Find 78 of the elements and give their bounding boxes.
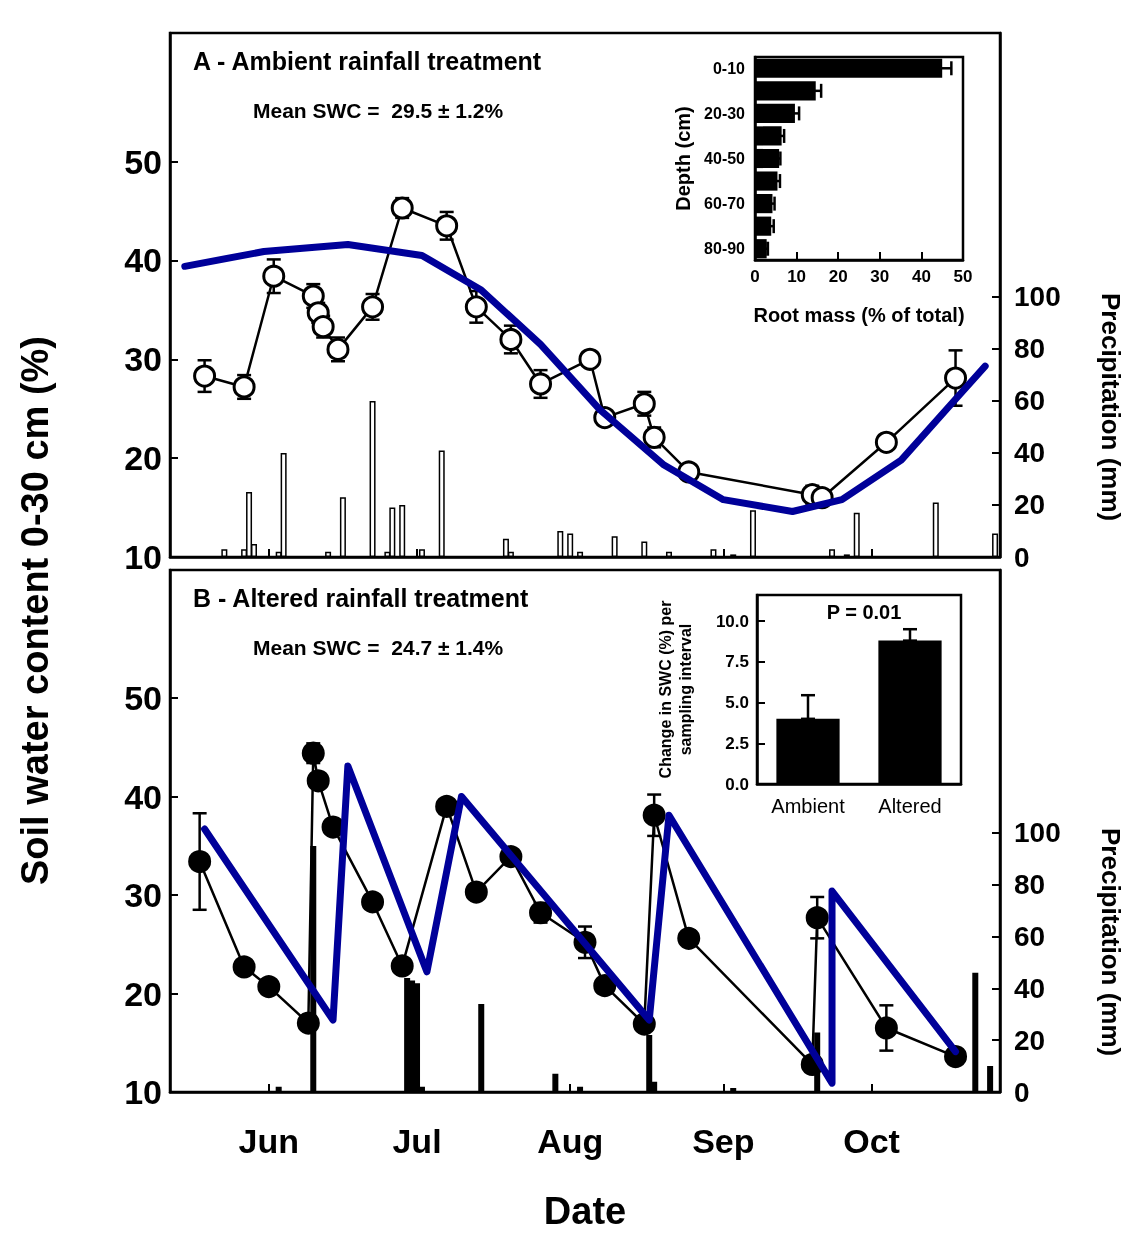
point bbox=[435, 214, 459, 238]
text: Mean SWC = 29.5 ± 1.2% bbox=[253, 99, 504, 122]
y-tick-label: 10 bbox=[124, 1073, 162, 1111]
y2-tick-label: 40 bbox=[1014, 972, 1046, 1004]
y-tick-label: 0.0 bbox=[725, 774, 749, 794]
x-tick-label: 20 bbox=[828, 267, 848, 286]
y-axis-title: Change in SWC (%) per sampling interval bbox=[656, 600, 694, 779]
y2-tick-label: 40 bbox=[1014, 437, 1046, 469]
y-tick-label: 20-30 bbox=[704, 104, 746, 122]
point bbox=[874, 430, 898, 454]
text: Mean SWC = 24.7 ± 1.4% bbox=[253, 636, 504, 659]
y2-axis-title: Precipitation (mm) bbox=[1095, 291, 1126, 524]
point bbox=[193, 364, 217, 388]
x-tick-label: 0 bbox=[750, 267, 760, 286]
point bbox=[232, 955, 256, 979]
y2-tick-label: 80 bbox=[1014, 869, 1046, 901]
y-tick-label: 50 bbox=[124, 679, 162, 718]
x-tick-label: Altered bbox=[878, 795, 942, 817]
x-tick-label: 40 bbox=[911, 267, 931, 286]
x-tick-label: Jul bbox=[392, 1122, 442, 1160]
y-tick-label: 20 bbox=[124, 974, 162, 1013]
x-axis-title: Root mass (% of total) bbox=[753, 304, 965, 326]
point bbox=[874, 1016, 898, 1040]
y-tick-label: 2.5 bbox=[725, 733, 749, 753]
x-tick-label: 10 bbox=[787, 267, 807, 286]
x-tick-label: 30 bbox=[870, 267, 890, 286]
point bbox=[944, 366, 968, 390]
x-tick-label: Sep bbox=[692, 1122, 755, 1160]
text: B - Altered rainfall treatment bbox=[193, 583, 529, 612]
point bbox=[464, 880, 488, 904]
y-tick-label: 0-10 bbox=[712, 59, 746, 77]
point bbox=[361, 890, 385, 914]
point bbox=[578, 347, 602, 371]
y2-tick-label: 100 bbox=[1014, 817, 1061, 849]
point bbox=[435, 794, 459, 818]
y-tick-label: 60-70 bbox=[704, 195, 746, 213]
y2-tick-label: 20 bbox=[1014, 1024, 1046, 1056]
y-tick-label: 20 bbox=[124, 439, 162, 478]
y2-tick-label: 60 bbox=[1014, 921, 1046, 953]
point bbox=[296, 1011, 320, 1035]
y2-tick-label: 0 bbox=[1014, 1076, 1030, 1108]
point bbox=[805, 906, 829, 930]
point bbox=[464, 295, 488, 319]
point bbox=[262, 264, 286, 288]
y2-tick-label: 60 bbox=[1014, 385, 1046, 417]
x-axis-title: Date bbox=[543, 1190, 627, 1232]
x-tick-label: 50 bbox=[953, 267, 973, 286]
point bbox=[361, 295, 385, 319]
point bbox=[306, 769, 330, 793]
point bbox=[257, 975, 281, 999]
y-tick-label: 40-50 bbox=[704, 150, 746, 167]
x-tick-label: Aug bbox=[537, 1122, 604, 1160]
text: A - Ambient rainfall treatment bbox=[193, 46, 542, 75]
point bbox=[188, 850, 212, 874]
y-tick-label: 5.0 bbox=[725, 693, 749, 713]
annotation: P = 0.01 bbox=[826, 601, 902, 623]
y-tick-label: 50 bbox=[124, 142, 162, 181]
y2-tick-label: 20 bbox=[1014, 489, 1046, 521]
y-tick-label: 10 bbox=[124, 538, 162, 576]
y-tick-label: 30 bbox=[124, 340, 162, 379]
y2-tick-label: 100 bbox=[1014, 281, 1061, 313]
y2-axis-title: Precipitation (mm) bbox=[1095, 826, 1126, 1059]
y-tick-label: 10.0 bbox=[715, 611, 749, 631]
x-tick-label: Oct bbox=[843, 1122, 900, 1160]
y-tick-label: 7.5 bbox=[725, 652, 749, 672]
y-axis-title: Depth (cm) bbox=[672, 106, 695, 211]
y2-tick-label: 80 bbox=[1014, 333, 1046, 365]
point bbox=[593, 974, 617, 998]
point bbox=[677, 926, 701, 950]
x-tick-label: Jun bbox=[238, 1122, 300, 1160]
y-tick-label: 30 bbox=[124, 876, 162, 915]
point bbox=[499, 328, 523, 351]
x-tick-label: Ambient bbox=[771, 795, 846, 817]
point bbox=[642, 803, 666, 827]
point bbox=[390, 954, 414, 978]
y-tick-label: 80-90 bbox=[704, 240, 746, 258]
y2-tick-label: 0 bbox=[1014, 541, 1030, 573]
y-axis-title: Soil water content 0-30 cm (%) bbox=[14, 334, 57, 887]
